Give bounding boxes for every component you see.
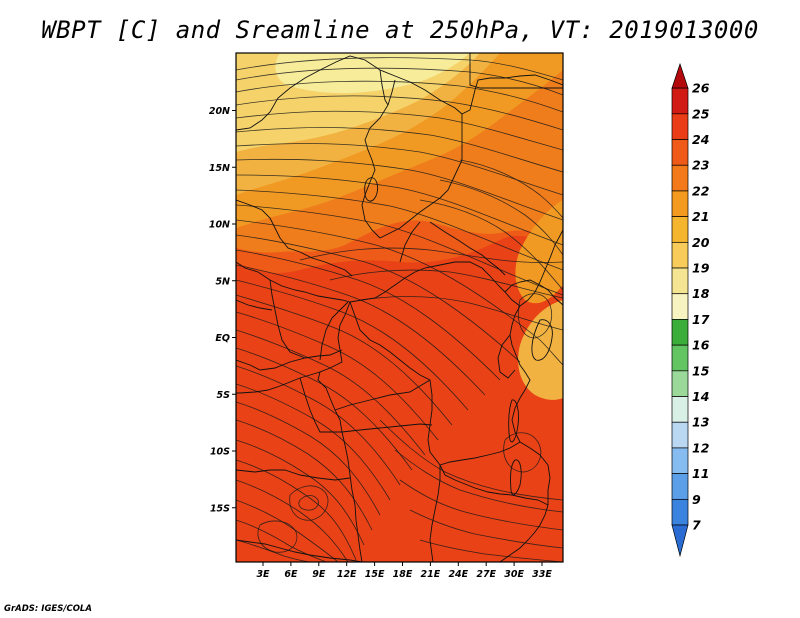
colorbar-label: 16 xyxy=(692,338,710,353)
colorbar-label: 17 xyxy=(692,312,710,327)
colorbar-swatch xyxy=(671,447,689,474)
lon-tick-label: 3E xyxy=(256,569,270,580)
lat-tick-label: 15N xyxy=(209,163,230,174)
colorbar-swatch xyxy=(671,87,689,115)
colorbar-label: 19 xyxy=(692,261,710,276)
colorbar-swatch xyxy=(671,473,689,500)
lon-tick-label: 18E xyxy=(393,569,413,580)
lat-tick-label: 5N xyxy=(215,276,230,287)
lat-tick-label: 10S xyxy=(210,447,230,458)
colorbar-top-triangle xyxy=(671,62,689,89)
colorbar-swatch xyxy=(671,139,689,166)
colorbar-swatch xyxy=(671,319,689,346)
map-title: WBPT [C] and Sreamline at 250hPa, VT: 20… xyxy=(41,16,759,44)
colorbar-label: 23 xyxy=(692,158,709,173)
latitude-axis: 20N 15N 10N 5N EQ 5S 10S 15S xyxy=(209,106,236,514)
country-borders xyxy=(236,53,563,562)
lon-tick-label: 15E xyxy=(365,569,385,580)
grads-credit: GrADS: IGES/COLA xyxy=(4,604,92,614)
colorbar-label: 9 xyxy=(692,492,701,507)
lat-tick-label: 10N xyxy=(209,220,230,231)
colorbar-swatch xyxy=(671,498,689,526)
lat-tick-label: 5S xyxy=(217,390,231,401)
colorbar-label: 13 xyxy=(692,415,709,430)
longitude-axis: 3E 6E 9E 12E 15E 18E 21E 24E 27E 30E 33E xyxy=(256,562,552,580)
lon-tick-label: 21E xyxy=(421,569,441,580)
colorbar-label: 14 xyxy=(692,389,709,404)
colorbar-label: 22 xyxy=(692,183,709,198)
colorbar-label: 15 xyxy=(692,363,710,378)
colorbar-label: 20 xyxy=(692,235,710,250)
colorbar-swatch xyxy=(671,396,689,423)
map-frame xyxy=(235,52,564,563)
colorbar-swatch xyxy=(671,216,689,243)
colorbar-swatch xyxy=(671,164,689,192)
colorbar-swatch xyxy=(671,113,689,140)
colorbar-label: 24 xyxy=(692,132,709,147)
colorbar-label: 21 xyxy=(692,209,709,224)
lat-tick-label: 15S xyxy=(210,503,230,514)
lon-tick-label: 30E xyxy=(504,569,524,580)
colorbar-label: 7 xyxy=(692,518,701,533)
colorbar-label: 26 xyxy=(692,81,710,96)
lon-tick-label: 12E xyxy=(337,569,357,580)
colorbar-label: 12 xyxy=(692,440,709,455)
lon-tick-label: 27E xyxy=(476,569,496,580)
colorbar-bottom-triangle xyxy=(671,524,689,558)
colorbar-label: 11 xyxy=(692,466,709,481)
wbpt-fill-field xyxy=(236,53,563,562)
lon-tick-label: 33E xyxy=(532,569,552,580)
colorbar-label: 25 xyxy=(692,106,710,121)
colorbar: 26 25 24 23 22 21 20 19 18 17 16 15 14 13 12 11 9 7 xyxy=(671,62,710,558)
colorbar-swatch xyxy=(671,267,689,295)
colorbar-swatch xyxy=(671,421,689,449)
lon-tick-label: 6E xyxy=(284,569,298,580)
lat-tick-label: 20N xyxy=(209,106,230,117)
lon-tick-label: 24E xyxy=(448,569,468,580)
colorbar-swatch xyxy=(671,241,689,269)
lat-tick-label: EQ xyxy=(215,333,230,344)
wbpt-22-23-east-region xyxy=(515,200,563,304)
colorbar-swatch xyxy=(671,293,689,320)
colorbar-label: 18 xyxy=(692,286,710,301)
colorbar-swatch xyxy=(671,190,689,217)
wbpt-18-19-region xyxy=(275,53,470,94)
streamlines xyxy=(236,57,563,562)
wbpt-21-22-east-region xyxy=(518,300,563,400)
lon-tick-label: 9E xyxy=(312,569,326,580)
colorbar-swatch xyxy=(671,370,689,397)
coastlines-and-lakes xyxy=(319,177,563,496)
colorbar-swatch xyxy=(671,344,689,372)
